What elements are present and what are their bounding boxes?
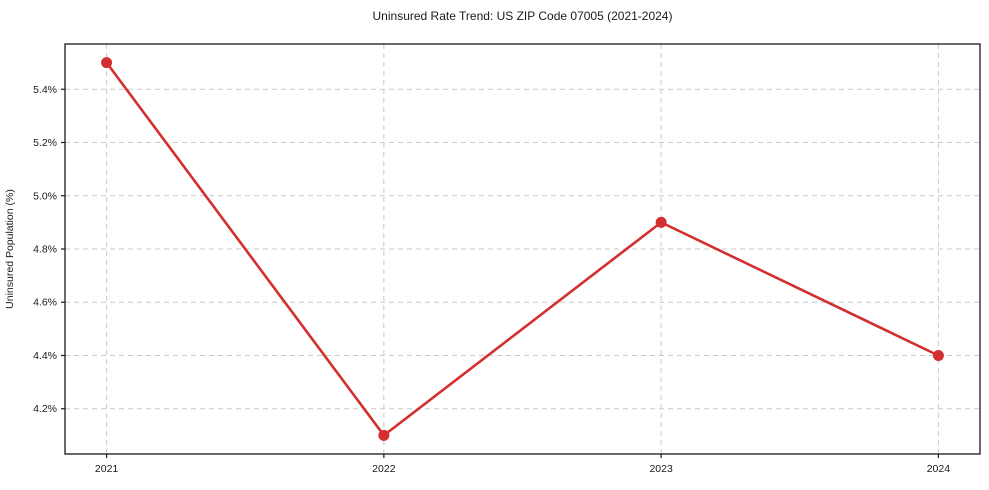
y-tick-label: 4.8% bbox=[33, 244, 57, 256]
y-axis-label: Uninsured Population (%) bbox=[4, 189, 16, 309]
chart-title: Uninsured Rate Trend: US ZIP Code 07005 … bbox=[372, 9, 673, 23]
x-tick-label: 2024 bbox=[927, 463, 951, 475]
y-tick-label: 4.6% bbox=[33, 297, 57, 309]
y-tick-label: 5.0% bbox=[33, 190, 57, 202]
data-point bbox=[101, 57, 113, 69]
y-tick-label: 5.2% bbox=[33, 137, 57, 149]
x-tick-label: 2023 bbox=[649, 463, 673, 475]
trend-line bbox=[105, 61, 940, 437]
y-tick-label: 4.4% bbox=[33, 350, 57, 362]
y-tick-label: 5.4% bbox=[33, 84, 57, 96]
data-point bbox=[378, 429, 390, 441]
x-tick-label: 2021 bbox=[95, 463, 119, 475]
y-tick-label: 4.2% bbox=[33, 403, 57, 415]
data-point bbox=[932, 349, 944, 361]
x-tick-label: 2022 bbox=[372, 463, 396, 475]
data-point bbox=[655, 216, 667, 228]
